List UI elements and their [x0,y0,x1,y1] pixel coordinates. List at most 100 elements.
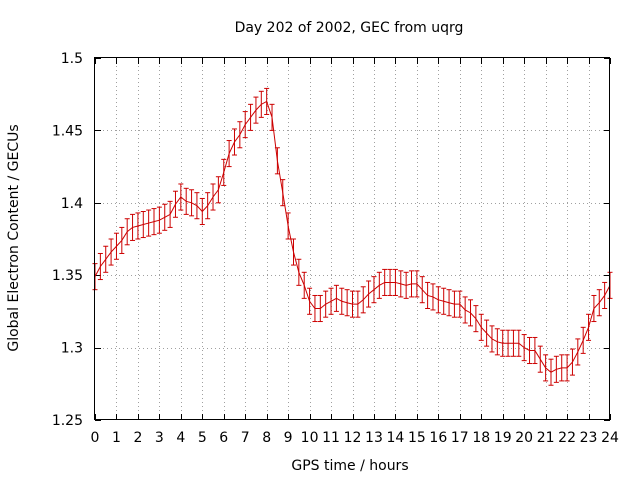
data-point [172,190,178,218]
data-point [103,245,109,273]
y-tick-label: 1.5 [61,51,83,67]
x-tick-label: 5 [198,430,207,446]
data-point [350,290,355,318]
data-point [189,189,195,217]
data-point [484,319,490,347]
data-point [586,313,592,341]
data-point [323,290,329,318]
data-point [135,212,141,240]
x-tick-label: 23 [580,430,598,446]
x-tick-label: 24 [601,430,619,446]
data-point [156,206,162,234]
data-point [457,290,463,318]
data-point [505,329,511,357]
y-tick-label: 1.3 [61,341,83,357]
chart-title: Day 202 of 2002, GEC from uqrg [235,20,464,36]
data-point [280,179,286,207]
data-point [215,176,221,204]
data-point [253,96,259,124]
data-point [414,270,420,298]
data-point [162,203,168,231]
x-tick-label: 21 [537,430,555,446]
x-tick-label: 19 [494,430,512,446]
data-point [425,281,431,310]
data-point [151,208,157,236]
data-point [478,313,484,341]
data-point [221,158,227,186]
y-axis: 1.25 1.3 1.35 1.4 1.45 1.5 [52,51,610,429]
data-point [403,271,409,299]
x-tick-label: 15 [408,430,426,446]
data-series [92,87,613,386]
data-point [516,329,522,357]
data-point [210,183,216,211]
data-point [140,210,146,239]
data-point [591,294,597,323]
data-point [183,187,189,215]
data-point [231,128,237,156]
data-point [344,289,350,317]
y-tick-label: 1.4 [61,196,83,212]
data-point [532,336,538,365]
data-point [468,299,474,327]
data-point [564,354,570,382]
data-point [435,286,441,314]
x-tick-label: 6 [219,430,228,446]
y-axis-title: Global Electron Content / GECUs [6,124,22,351]
data-point [307,287,313,315]
x-axis-title: GPS time / hours [291,458,408,474]
data-point [124,218,130,246]
data-point [97,252,103,281]
x-tick-label: 7 [241,430,250,446]
x-tick-label: 17 [451,430,469,446]
data-point [494,328,500,356]
data-point [543,354,549,382]
data-point [237,121,243,149]
series-line [94,100,611,373]
data-point [205,192,211,220]
data-point [510,329,516,357]
data-point [398,270,404,298]
data-point [446,289,452,317]
data-point [575,338,581,366]
x-tick-label: 12 [344,430,362,446]
data-point [328,287,334,315]
data-point [119,226,125,254]
data-point [500,329,506,357]
data-point [580,326,586,354]
data-point [296,258,302,286]
data-point [113,232,119,260]
data-point [130,213,136,241]
data-point [274,147,280,175]
data-point [521,334,527,362]
x-tick-label: 11 [322,430,340,446]
data-point [242,111,248,139]
data-point [108,238,114,266]
data-point [441,287,447,315]
data-point [371,276,377,304]
data-point [430,283,436,311]
data-point [199,197,205,226]
x-axis: 0 1 2 3 4 5 6 7 8 9 10 11 12 13 14 15 16 17 18 19 20 21 22 23 24 [91,58,619,446]
data-point [301,271,307,299]
x-tick-label: 18 [472,430,490,446]
x-tick-label: 16 [429,430,447,446]
x-tick-label: 10 [301,430,319,446]
x-tick-label: 0 [91,430,100,446]
y-tick-label: 1.45 [52,123,83,139]
data-point [462,296,468,324]
data-point [602,281,608,310]
x-tick-label: 1 [112,430,121,446]
x-tick-label: 20 [515,430,533,446]
data-point [409,270,415,298]
data-point [264,87,270,115]
data-point [317,294,323,323]
x-tick-label: 9 [284,430,293,446]
data-point [167,200,173,228]
y-tick-label: 1.35 [52,268,83,284]
data-point [333,284,339,312]
x-tick-label: 4 [176,430,185,446]
data-point [553,355,559,383]
data-point [473,305,479,333]
